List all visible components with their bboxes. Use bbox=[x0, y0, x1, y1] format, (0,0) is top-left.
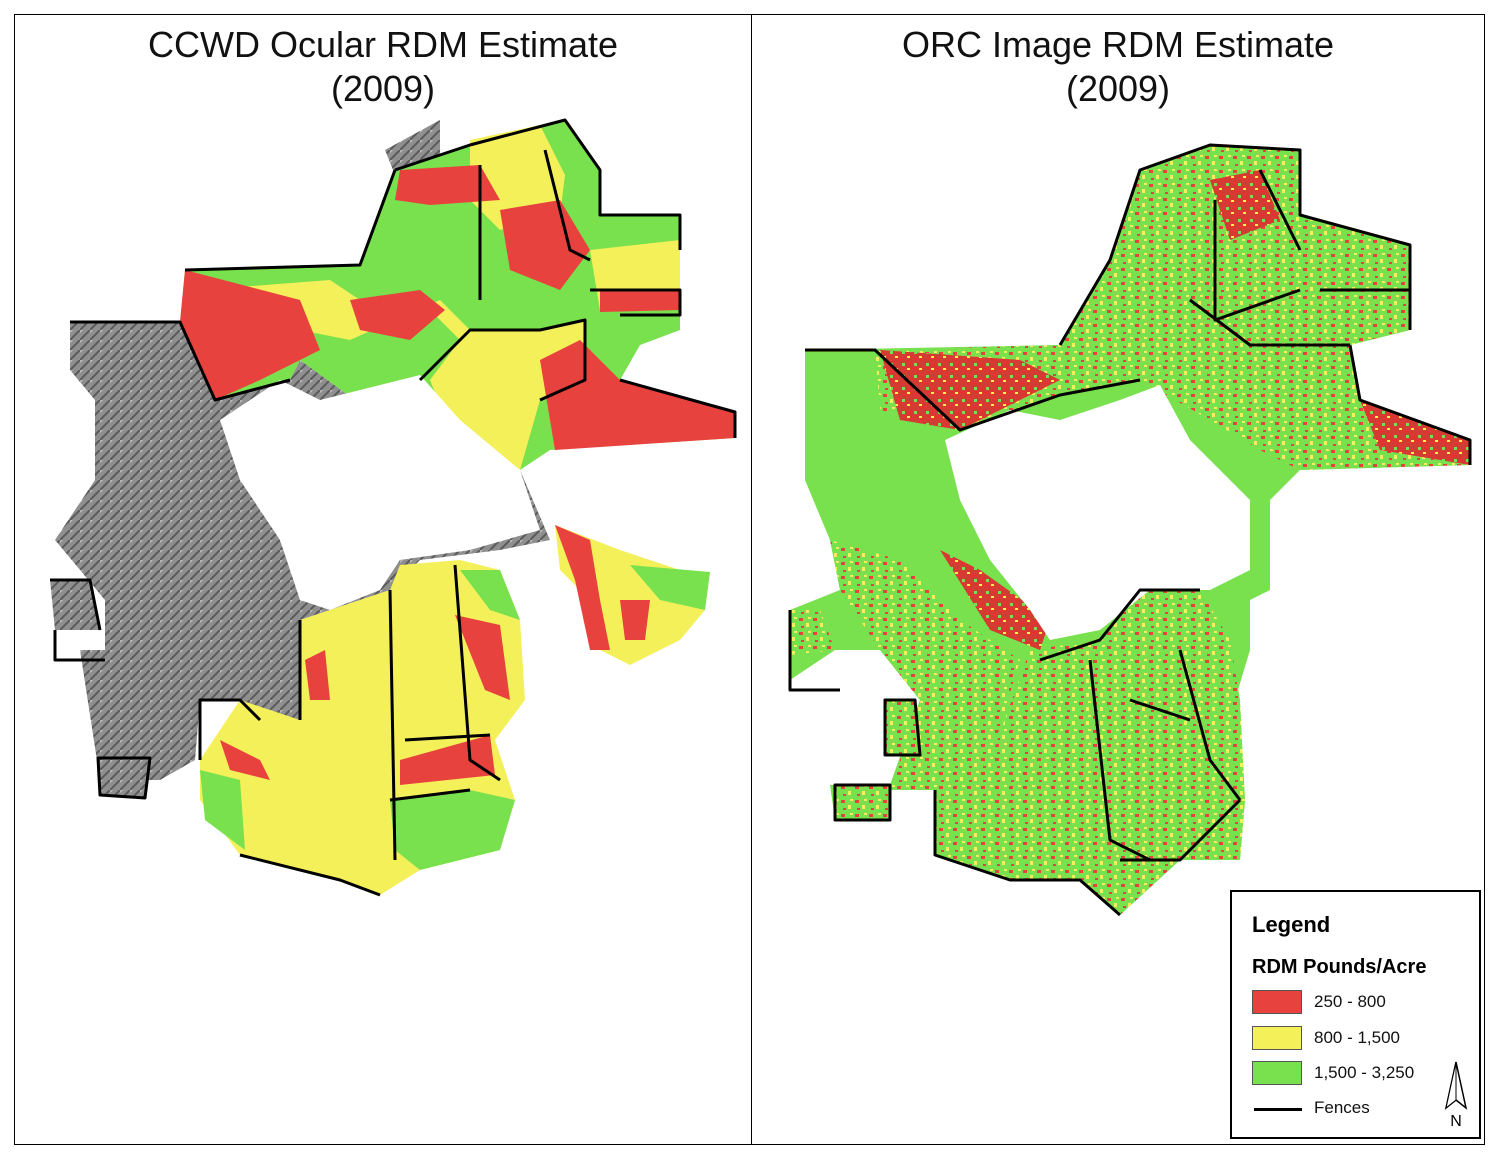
orc-map bbox=[788, 143, 1472, 917]
rdm-zone-red-north-3 bbox=[350, 290, 445, 340]
north-arrow-icon: N bbox=[1444, 1061, 1468, 1130]
map-legend: Legend RDM Pounds/Acre 250 - 800 800 - 1… bbox=[1230, 890, 1481, 1139]
legend-label-mid: 800 - 1,500 bbox=[1314, 1028, 1401, 1047]
legend-subtitle: RDM Pounds/Acre bbox=[1252, 956, 1427, 978]
rdm-zone-red-north-2 bbox=[180, 270, 320, 400]
north-label: N bbox=[1450, 1113, 1462, 1130]
reservoir-orc bbox=[945, 385, 1250, 640]
reservoir bbox=[220, 375, 540, 610]
fence-lines-orc bbox=[788, 143, 1472, 917]
legend-swatch-yellow bbox=[1252, 1026, 1302, 1050]
map-title-ccwd-line2: (2009) bbox=[330, 68, 436, 109]
map-title-orc-line1: ORC Image RDM Estimate bbox=[901, 24, 1335, 65]
legend-item-mid: 800 - 1,500 bbox=[1252, 1026, 1472, 1052]
orc-raster-red-band-2 bbox=[940, 550, 1050, 650]
hillshade-west-islands bbox=[50, 580, 180, 798]
rdm-zone-east-island-red bbox=[555, 525, 650, 650]
legend-item-high: 1,500 - 3,250 bbox=[1252, 1061, 1472, 1087]
rdm-zone-red-north-1 bbox=[395, 165, 500, 205]
rdm-zone-red-east bbox=[540, 340, 735, 450]
map-title-ccwd: CCWD Ocular RDM Estimate (2009) bbox=[15, 23, 751, 111]
orc-raster-red-band-1 bbox=[880, 350, 1060, 430]
map-title-ccwd-line1: CCWD Ocular RDM Estimate bbox=[147, 24, 619, 65]
fence-lines bbox=[50, 118, 737, 897]
rdm-zone-yellow-ne bbox=[470, 125, 680, 310]
map-title-orc-line2: (2009) bbox=[1065, 68, 1171, 109]
ccwd-map bbox=[50, 118, 737, 897]
orc-raster-west-islands bbox=[790, 610, 920, 820]
map-title-orc: ORC Image RDM Estimate (2009) bbox=[752, 23, 1484, 111]
rdm-zone-east-island bbox=[555, 525, 710, 665]
orc-raster-speckle-west bbox=[830, 540, 1020, 790]
orc-raster-red-band-3 bbox=[1210, 170, 1470, 465]
legend-item-fences: Fences bbox=[1252, 1096, 1472, 1122]
legend-swatch-red bbox=[1252, 990, 1302, 1014]
legend-swatch-green bbox=[1252, 1061, 1302, 1085]
rdm-zone-red-south-1 bbox=[400, 735, 495, 785]
legend-label-high: 1,500 - 3,250 bbox=[1314, 1063, 1415, 1082]
rdm-zone-red-ne bbox=[500, 200, 680, 312]
legend-item-low: 250 - 800 bbox=[1252, 990, 1472, 1016]
rdm-zone-east-island-green bbox=[630, 565, 710, 610]
orc-raster-speckle-south bbox=[935, 590, 1245, 915]
legend-title: Legend bbox=[1252, 912, 1331, 937]
legend-fence-symbol bbox=[1254, 1108, 1302, 1111]
rdm-zone-red-south-2 bbox=[220, 615, 510, 780]
legend-label-fences: Fences bbox=[1314, 1098, 1370, 1117]
legend-label-low: 250 - 800 bbox=[1314, 992, 1386, 1011]
